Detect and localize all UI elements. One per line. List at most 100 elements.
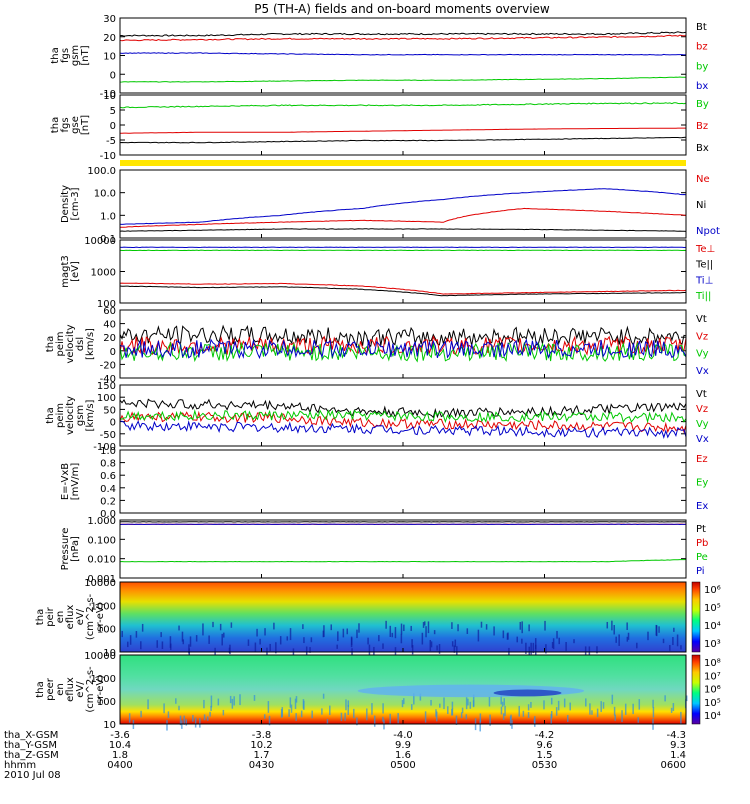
heatmap-speckle — [507, 633, 509, 640]
heatmap-speckle — [530, 702, 532, 708]
legend-Pi: Pi — [696, 566, 705, 577]
heatmap-speckle — [612, 695, 614, 704]
heatmap-speckle — [184, 716, 186, 725]
heatmap-speckle — [535, 638, 537, 649]
colorbar-label: 10⁴ — [704, 711, 721, 722]
legend-Bt: Bt — [696, 22, 707, 33]
heatmap-speckle — [632, 704, 634, 714]
heatmap-speckle — [434, 630, 436, 634]
colorbar-label: 10³ — [704, 639, 721, 650]
legend-Ni: Ni — [696, 200, 706, 211]
legend-Ne: Ne — [696, 174, 710, 185]
heatmap-speckle — [585, 698, 587, 706]
heatmap-speckle — [626, 622, 628, 630]
heatmap-speckle — [356, 630, 358, 638]
heatmap-speckle — [516, 637, 518, 643]
heatmap-speckle — [401, 634, 403, 643]
heatmap-speckle — [503, 713, 505, 719]
heatmap-speckle — [625, 704, 627, 715]
heatmap-speckle — [402, 700, 404, 707]
ytick-label: -10 — [100, 151, 116, 162]
heatmap-speckle — [208, 635, 210, 643]
heatmap-speckle — [551, 714, 553, 725]
heatmap-speckle — [439, 704, 441, 708]
heatmap-speckle — [220, 624, 222, 630]
heatmap-speckle — [281, 709, 283, 718]
heatmap-speckle — [647, 632, 649, 640]
heatmap-speckle — [603, 702, 605, 709]
ylabel-temperature: magt3[eV] — [60, 255, 81, 288]
ytick-label: 10000 — [84, 651, 116, 662]
heatmap-speckle — [470, 702, 472, 709]
heatmap-speckle — [591, 710, 593, 715]
heatmap-speckle — [181, 720, 183, 729]
ytick-label: 0.6 — [100, 471, 116, 482]
series-line-Bx — [120, 137, 686, 143]
heatmap-speckle — [456, 646, 458, 655]
legend-Vx: Vx — [696, 434, 709, 445]
heatmap-speckle — [621, 710, 623, 722]
ytick-label: 60 — [103, 306, 116, 317]
colorbar-label: 10⁷ — [704, 671, 721, 682]
heatmap-speckle — [366, 708, 368, 720]
heatmap-speckle — [295, 713, 297, 721]
heatmap-speckle — [223, 710, 225, 715]
heatmap-speckle — [411, 704, 413, 710]
heatmap-speckle — [178, 706, 180, 711]
heatmap-speckle — [462, 708, 464, 713]
legend-Pt: Pt — [696, 524, 706, 535]
ytick-label: 1000 — [91, 601, 116, 612]
heatmap-speckle — [280, 636, 282, 644]
heatmap-speckle — [457, 624, 459, 631]
legend-Vy: Vy — [696, 419, 709, 430]
heatmap-speckle — [382, 703, 384, 713]
heatmap-speckle — [451, 622, 453, 629]
heatmap-speckle — [436, 645, 438, 650]
heatmap-speckle — [358, 623, 360, 632]
panel-frame — [120, 450, 686, 513]
plot-title: P5 (TH-A) fields and on-board moments ov… — [254, 2, 550, 16]
heatmap-speckle — [467, 699, 469, 706]
heatmap-speckle — [556, 631, 558, 639]
colorbar-label: 10⁵ — [704, 603, 721, 614]
heatmap-speckle — [303, 637, 305, 643]
heatmap-speckle — [254, 695, 256, 701]
ytick-label: 0.4 — [100, 484, 116, 495]
heatmap-speckle — [489, 697, 491, 707]
heatmap-speckle — [403, 625, 405, 631]
heatmap-speckle — [615, 637, 617, 643]
heatmap-speckle — [452, 708, 454, 715]
heatmap-speckle — [162, 641, 164, 649]
heatmap-speckle — [553, 638, 555, 649]
heatmap-speckle — [212, 622, 214, 627]
heatmap-speckle — [435, 709, 437, 717]
plot-date: 2010 Jul 08 — [4, 770, 61, 781]
heatmap-speckle — [652, 700, 654, 708]
series-line-Vx — [120, 421, 686, 437]
heatmap-speckle — [486, 624, 488, 629]
ytick-label: 0.2 — [100, 496, 116, 507]
heatmap-speckle — [233, 696, 235, 705]
legend-Pb: Pb — [696, 538, 708, 549]
heatmap-speckle — [295, 699, 297, 709]
heatmap-speckle — [613, 625, 615, 634]
ytick-label: 10 — [103, 91, 116, 102]
heatmap-speckle — [389, 714, 391, 724]
heatmap-speckle — [521, 621, 523, 633]
heatmap-speckle — [528, 712, 530, 718]
colorbar-label: 10⁸ — [704, 658, 721, 669]
heatmap-speckle — [392, 633, 394, 637]
heatmap-speckle — [209, 712, 211, 717]
heatmap-speckle — [452, 702, 454, 709]
heatmap-speckle — [329, 706, 331, 715]
ytick-label: 0 — [110, 70, 116, 81]
heatmap-speckle — [558, 701, 560, 711]
ytick-label: 0.010 — [87, 555, 116, 566]
heatmap-speckle — [664, 695, 666, 701]
ylabel-line: [nPa] — [70, 536, 81, 562]
